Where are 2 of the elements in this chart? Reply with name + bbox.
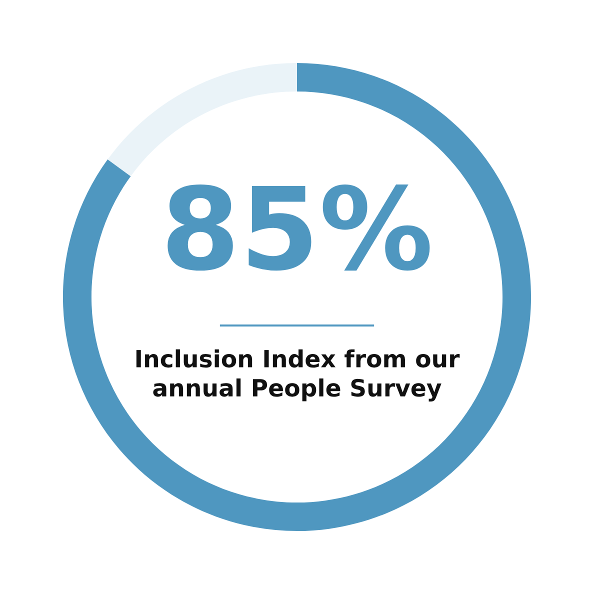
text: Inclusion Index from our annual People Survey (136, 349, 460, 402)
data-label: 85% (168, 184, 430, 271)
